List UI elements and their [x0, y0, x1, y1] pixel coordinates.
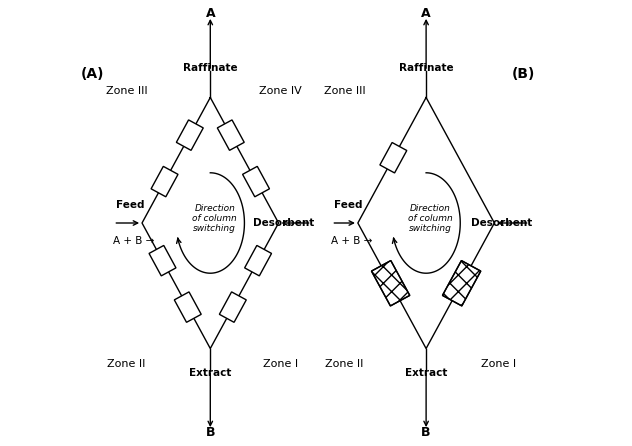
Text: Zone IV: Zone IV — [259, 86, 302, 96]
Polygon shape — [149, 245, 176, 276]
Text: A: A — [205, 7, 215, 20]
Text: A + B →: A + B → — [331, 235, 373, 246]
Text: Feed: Feed — [116, 200, 144, 211]
Polygon shape — [217, 120, 244, 150]
Polygon shape — [372, 260, 410, 306]
Text: Raffinate: Raffinate — [399, 63, 453, 73]
Text: Direction
of column
switching: Direction of column switching — [192, 204, 237, 234]
Text: B: B — [422, 426, 431, 439]
Text: Extract: Extract — [405, 368, 447, 378]
Text: Zone I: Zone I — [263, 359, 298, 369]
Polygon shape — [151, 166, 178, 197]
Polygon shape — [219, 292, 246, 322]
Text: Raffinate: Raffinate — [183, 63, 238, 73]
Text: Extract: Extract — [189, 368, 231, 378]
Text: B: B — [205, 426, 215, 439]
Text: Zone II: Zone II — [107, 359, 146, 369]
Polygon shape — [245, 245, 272, 276]
Text: Direction
of column
switching: Direction of column switching — [408, 204, 453, 234]
Text: A + B →: A + B → — [113, 235, 155, 246]
Polygon shape — [380, 143, 407, 173]
Polygon shape — [243, 166, 269, 197]
Text: Zone III: Zone III — [106, 86, 147, 96]
Text: Zone III: Zone III — [324, 86, 365, 96]
Text: (B): (B) — [512, 66, 535, 81]
Polygon shape — [176, 120, 204, 150]
Text: Zone I: Zone I — [481, 359, 516, 369]
Text: Desorbent: Desorbent — [253, 218, 314, 228]
Text: A: A — [422, 7, 431, 20]
Polygon shape — [174, 292, 201, 322]
Text: Feed: Feed — [334, 200, 362, 211]
Text: Zone II: Zone II — [325, 359, 364, 369]
Text: Desorbent: Desorbent — [471, 218, 532, 228]
Polygon shape — [442, 260, 481, 306]
Text: (A): (A) — [80, 66, 104, 81]
